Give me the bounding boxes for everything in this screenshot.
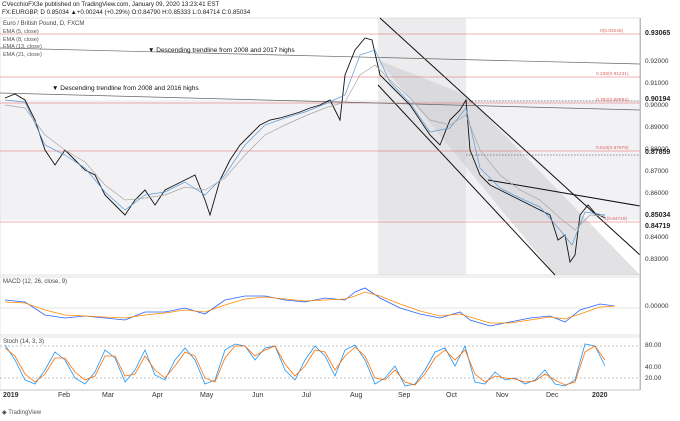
x-axis-label: Nov <box>496 392 509 399</box>
price-axis-label: 0.86000 <box>645 190 669 197</box>
legend-ema5: EMA (5, close) <box>3 29 39 35</box>
macd-pane-title: MACD (12, 26, close, 9) <box>3 279 68 285</box>
short-trendline <box>487 179 641 207</box>
macd-pane-frame <box>0 276 641 336</box>
stoch-pane-title: Stoch (14, 3, 3) <box>3 339 45 345</box>
stoch-k-line <box>4 343 606 387</box>
price-axis-label: 0.89000 <box>645 124 669 131</box>
stoch-d-line <box>4 345 606 386</box>
fib-label-236: 0.236(0.91231) <box>596 72 629 77</box>
ema-5 <box>4 49 606 246</box>
x-axis-label: Sep <box>398 392 411 399</box>
x-axis-label: May <box>200 392 214 399</box>
stoch-axis-label: 40.00 <box>645 364 662 371</box>
x-axis-label: Oct <box>446 392 457 399</box>
fib-label-0: 0(0.93245) <box>600 29 624 34</box>
x-axis-label: Dec <box>546 392 559 399</box>
trendline-2008-2016 <box>0 92 641 111</box>
stoch-axis-label: 80.00 <box>645 342 662 349</box>
macd-axis-label: 0.00000 <box>645 303 669 310</box>
symbol-ohlc: FX:EURGBP, D 0.85034 ▲+0.00244 (+0.29%) … <box>2 9 251 16</box>
price-tag-level: 0.90194 <box>645 96 671 103</box>
ema-legend: EMA (5, close) EMA (8, close) EMA (13, c… <box>3 29 42 59</box>
legend-ema21: EMA (21, close) <box>3 51 42 58</box>
tradingview-logo[interactable]: ◆ TradingView <box>2 410 42 416</box>
fib-label-382: 0.382(0.89984) <box>596 98 629 103</box>
price-axis-label: 0.92000 <box>645 58 669 65</box>
macd-line <box>4 287 616 327</box>
price-tag-fib: 0.84719 <box>645 223 671 230</box>
x-axis-label: Jul <box>302 392 311 399</box>
horizontal-levels <box>466 100 640 156</box>
descending-channel <box>378 60 640 275</box>
x-axis-label: Feb <box>58 392 71 399</box>
x-axis-label: Mar <box>102 392 115 399</box>
channel-lower-line <box>377 84 556 276</box>
fib-label-618: 0.618(0.87979) <box>596 146 629 151</box>
publish-info: CVecchioFX3e published on TradingView.co… <box>2 1 220 8</box>
price-series <box>4 37 606 264</box>
macd-signal-line <box>4 291 616 324</box>
tradingview-icon: ◆ <box>2 410 7 416</box>
legend-ema8: EMA (8, close) <box>3 36 39 43</box>
x-axis-label: Aug <box>350 392 363 399</box>
price-axis-label: 0.91000 <box>645 80 669 87</box>
price-tag-last: 0.85034 <box>645 212 671 219</box>
annotation-trend-2017: ▼ Descending trendline from 2008 and 201… <box>148 47 295 54</box>
legend-ema13: EMA (13, close) <box>3 44 42 50</box>
price-tag-high: 0.93065 <box>645 30 671 37</box>
x-axis-label: Apr <box>152 392 163 399</box>
main-pane-title: Euro / British Pound, D, FXCM <box>3 21 85 27</box>
chart-header: CVecchioFX3e published on TradingView.co… <box>0 0 680 16</box>
trendline-2008-2017 <box>0 47 641 65</box>
price-tag-level: 0.87859 <box>645 149 671 156</box>
price-axis-label: 0.83000 <box>645 256 669 263</box>
price-axis-label: 0.84000 <box>645 234 669 241</box>
x-axis-label: Jun <box>252 392 264 399</box>
price-axis-label: 0.90000 <box>645 102 669 109</box>
price-axis-label: 0.87000 <box>645 168 669 175</box>
price-axis-label: 0.88000 <box>645 146 669 153</box>
ema-21 <box>4 64 606 231</box>
annotation-trend-2016: ▼ Descending trendline from 2008 and 201… <box>52 85 199 92</box>
stoch-axis-label: 20.00 <box>645 375 662 382</box>
stoch-pane-frame <box>0 336 641 391</box>
x-axis-label: 2020 <box>592 392 608 399</box>
x-axis-label: 2019 <box>3 392 19 399</box>
fib-levels <box>0 33 640 223</box>
fib-label-1: 1(0.84718) <box>604 217 628 222</box>
triangle-down-icon: ▼ <box>52 85 59 92</box>
price-axis[interactable]: 0.92000 0.91000 0.90000 0.89000 0.88000 … <box>640 18 680 390</box>
triangle-down-icon: ▼ <box>148 47 155 54</box>
